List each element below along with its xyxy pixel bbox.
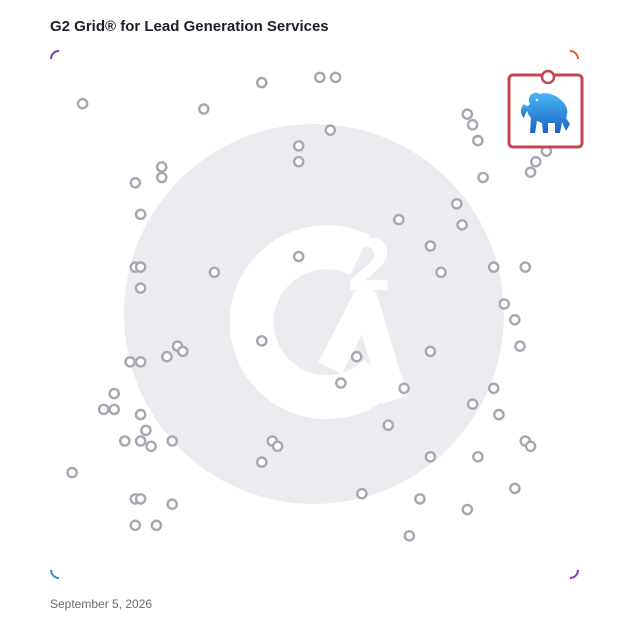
product-point[interactable]: [508, 482, 521, 495]
product-point[interactable]: [524, 166, 537, 178]
product-point[interactable]: [487, 261, 500, 273]
svg-text:2: 2: [345, 225, 394, 307]
product-point[interactable]: [134, 435, 147, 447]
product-point[interactable]: [382, 419, 395, 432]
product-point[interactable]: [208, 266, 221, 279]
product-point[interactable]: [403, 530, 416, 542]
product-point[interactable]: [450, 197, 463, 210]
product-point[interactable]: [487, 382, 500, 395]
product-point[interactable]: [472, 450, 484, 463]
product-point[interactable]: [461, 108, 474, 120]
product-point[interactable]: [119, 435, 131, 447]
product-point[interactable]: [134, 493, 147, 505]
chart-title: G2 Grid® for Lead Generation Services: [50, 18, 329, 35]
product-point[interactable]: [350, 350, 363, 363]
product-point[interactable]: [292, 250, 305, 263]
product-point[interactable]: [530, 155, 542, 168]
product-point[interactable]: [519, 261, 532, 273]
product-point[interactable]: [176, 345, 189, 358]
product-point[interactable]: [140, 424, 152, 437]
product-point[interactable]: [134, 408, 147, 421]
product-point[interactable]: [472, 134, 484, 147]
product-point[interactable]: [356, 487, 368, 500]
product-point[interactable]: [124, 356, 136, 368]
product-point[interactable]: [161, 350, 173, 363]
product-point[interactable]: [398, 382, 410, 395]
product-point[interactable]: [466, 119, 479, 131]
product-point[interactable]: [129, 176, 142, 189]
product-point[interactable]: [150, 519, 163, 532]
product-point[interactable]: [461, 503, 474, 516]
product-point[interactable]: [145, 440, 157, 453]
product-point[interactable]: [514, 340, 526, 352]
product-point[interactable]: [324, 124, 337, 136]
product-point[interactable]: [134, 282, 147, 294]
product-point[interactable]: [508, 313, 521, 326]
product-point[interactable]: [166, 435, 178, 447]
product-point[interactable]: [155, 161, 168, 173]
product-point[interactable]: [292, 140, 305, 152]
product-point[interactable]: [392, 213, 405, 226]
product-point[interactable]: [477, 171, 489, 184]
product-point[interactable]: [414, 493, 426, 505]
product-point[interactable]: [255, 76, 268, 89]
product-point[interactable]: [129, 519, 142, 532]
product-point[interactable]: [329, 71, 342, 84]
product-point[interactable]: [424, 345, 437, 358]
product-point[interactable]: [134, 208, 147, 221]
product-point[interactable]: [498, 298, 511, 310]
product-point[interactable]: [197, 103, 210, 115]
product-point[interactable]: [456, 219, 468, 231]
product-point[interactable]: [435, 266, 447, 279]
data-points: [66, 71, 553, 542]
product-point[interactable]: [166, 498, 178, 511]
report-date: September 5, 2026: [50, 597, 153, 611]
product-point[interactable]: [108, 403, 120, 416]
product-point[interactable]: [524, 440, 537, 453]
product-point[interactable]: [134, 356, 147, 368]
product-point[interactable]: [108, 387, 120, 400]
product-point[interactable]: [493, 408, 505, 421]
product-point[interactable]: [97, 403, 110, 416]
product-point[interactable]: [255, 456, 268, 468]
product-point[interactable]: [76, 97, 89, 110]
product-point[interactable]: [66, 466, 78, 479]
product-point[interactable]: [155, 171, 168, 184]
product-point[interactable]: [255, 335, 268, 347]
product-point[interactable]: [313, 71, 326, 84]
product-point[interactable]: [271, 440, 284, 453]
product-point[interactable]: [292, 155, 305, 168]
product-point[interactable]: [424, 450, 437, 463]
highlighted-product[interactable]: [507, 69, 584, 149]
product-point[interactable]: [134, 261, 147, 273]
product-point[interactable]: [335, 377, 347, 389]
blue-elephant-logo-icon: [521, 92, 570, 133]
product-point[interactable]: [466, 398, 479, 410]
product-point[interactable]: [424, 240, 437, 252]
